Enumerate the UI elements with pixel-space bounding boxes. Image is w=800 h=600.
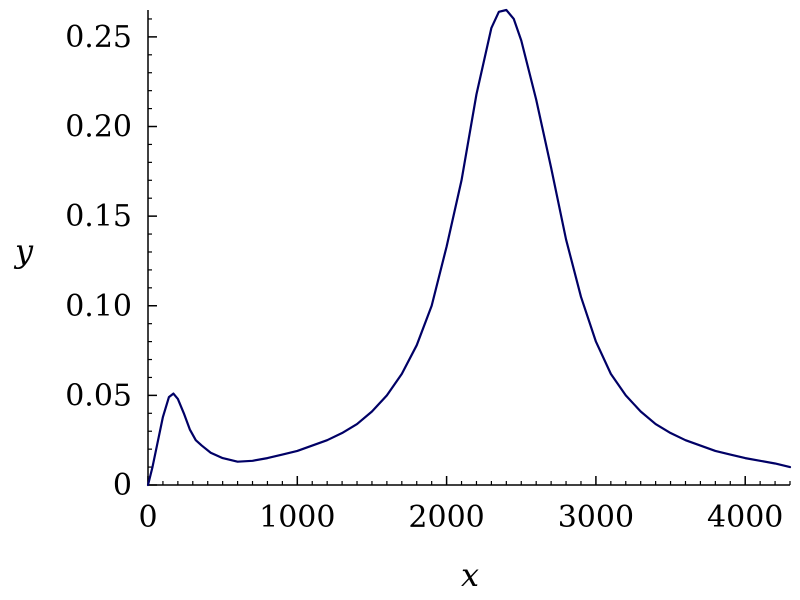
y-tick-label: 0.05 xyxy=(65,378,132,413)
axes xyxy=(147,10,790,486)
series-line xyxy=(146,8,792,487)
y-tick-label: 0.15 xyxy=(65,199,132,234)
major-ticks xyxy=(147,36,746,486)
x-axis-title: x xyxy=(461,556,479,594)
x-tick-label: 2000 xyxy=(408,500,484,535)
y-tick-label: 0 xyxy=(113,468,132,503)
y-tick-label: 0.10 xyxy=(65,289,132,324)
y-axis-title: y xyxy=(13,232,34,270)
x-tick-label: 4000 xyxy=(707,500,783,535)
y-tick-label: 0.25 xyxy=(65,20,132,55)
x-tick-labels: 0 1000 2000 3000 4000 xyxy=(138,500,783,535)
x-tick-label: 1000 xyxy=(259,500,335,535)
minor-ticks xyxy=(148,18,791,485)
y-tick-label: 0.20 xyxy=(65,110,132,145)
x-tick-label: 0 xyxy=(138,500,157,535)
y-tick-labels: 0 0.05 0.10 0.15 0.20 0.25 xyxy=(65,20,132,503)
x-tick-label: 3000 xyxy=(558,500,634,535)
